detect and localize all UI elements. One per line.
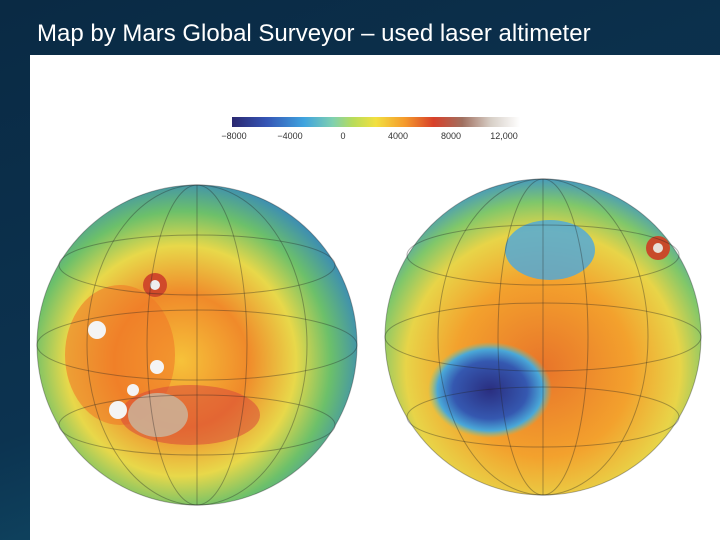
globe-right <box>384 178 702 496</box>
scale-label: 4000 <box>388 131 408 141</box>
scale-label: 12,000 <box>490 131 518 141</box>
scale-label: 8000 <box>441 131 461 141</box>
color-scale: −8000 −4000 0 4000 8000 12,000 <box>221 117 520 141</box>
image-panel: −8000 −4000 0 4000 8000 12,000 <box>30 55 720 540</box>
mars-map: −8000 −4000 0 4000 8000 12,000 <box>36 117 702 506</box>
scale-label: 0 <box>340 131 345 141</box>
slide-title: Map by Mars Global Surveyor – used laser… <box>37 20 591 47</box>
scale-label: −8000 <box>221 131 246 141</box>
globe-left <box>36 184 358 506</box>
scale-label: −4000 <box>277 131 302 141</box>
color-bar <box>232 117 520 127</box>
